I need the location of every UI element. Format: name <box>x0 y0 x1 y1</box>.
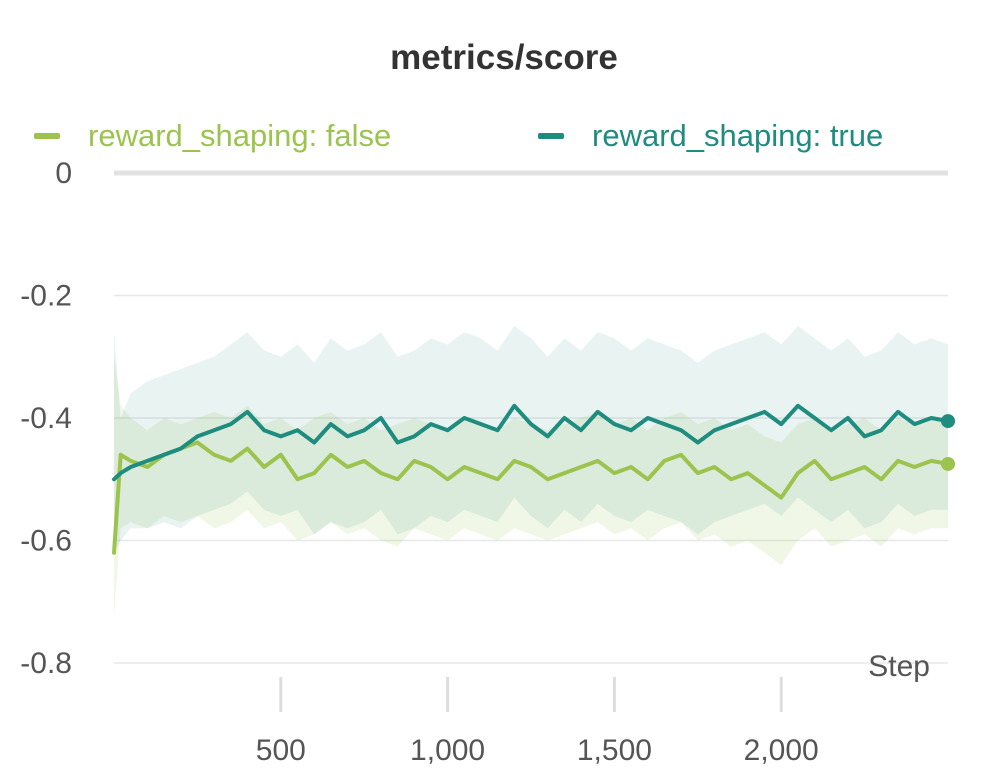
x-axis-label: Step <box>868 650 930 683</box>
legend-item-reward-shaping-false[interactable]: reward_shaping: false <box>34 118 391 154</box>
x-tick-label: 1,500 <box>577 734 652 767</box>
y-tick-label: -0.2 <box>20 280 72 313</box>
chart-title: metrics/score <box>390 38 618 77</box>
legend-label-true: reward_shaping: true <box>592 118 884 153</box>
series-band-true <box>114 326 948 553</box>
legend-label-false: reward_shaping: false <box>88 118 392 153</box>
y-tick-label: 0 <box>55 157 72 190</box>
y-tick-label: -0.6 <box>20 525 72 558</box>
legend-swatch-true <box>538 133 564 139</box>
x-tick-label: 2,000 <box>744 734 819 767</box>
series-lines <box>112 403 950 555</box>
y-tick-label: -0.8 <box>20 647 72 680</box>
legend-item-reward-shaping-true[interactable]: reward_shaping: true <box>538 118 883 154</box>
legend-swatch-false <box>34 133 60 139</box>
series-endpoints <box>941 414 955 471</box>
confidence-bands <box>114 326 948 614</box>
y-axis-ticks: 0 -0.2 -0.4 -0.6 -0.8 <box>20 157 72 680</box>
y-tick-label: -0.4 <box>20 402 72 435</box>
series-band-false <box>114 356 948 614</box>
series-line-true[interactable] <box>112 403 950 482</box>
series-endpoint-true[interactable] <box>941 414 955 429</box>
series-endpoint-false[interactable] <box>941 456 955 471</box>
series-line-false[interactable] <box>112 440 950 555</box>
x-axis-ticks: 500 1,000 1,500 2,000 <box>256 677 819 767</box>
x-tick-label: 1,000 <box>410 734 485 767</box>
x-tick-label: 500 <box>256 734 306 767</box>
grid-lines <box>114 170 948 664</box>
